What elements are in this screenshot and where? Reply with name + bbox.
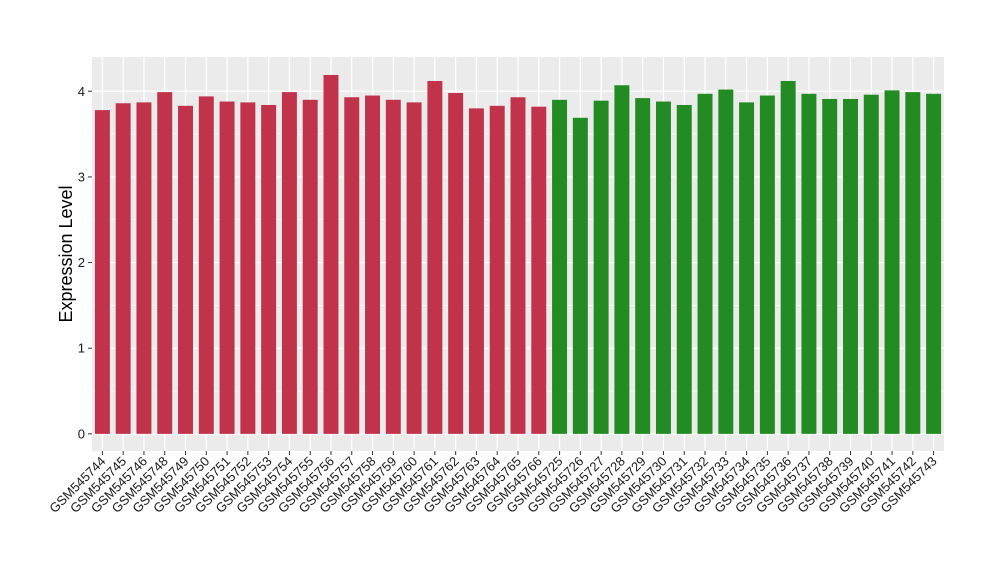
bar-GSM545749 xyxy=(178,105,193,434)
bar-GSM545730 xyxy=(655,101,671,434)
bar-GSM545751 xyxy=(219,101,235,434)
bar-GSM545729 xyxy=(635,98,651,434)
bar-GSM545764 xyxy=(489,105,505,434)
bar-GSM545728 xyxy=(614,85,630,434)
y-tick-label: 2 xyxy=(78,255,85,270)
bar-GSM545752 xyxy=(240,102,256,434)
bar-GSM545725 xyxy=(552,99,568,434)
bar-GSM545733 xyxy=(718,89,734,434)
bar-GSM545760 xyxy=(406,102,422,434)
bar-GSM545740 xyxy=(863,94,879,434)
y-tick-label: 1 xyxy=(78,341,85,356)
bar-GSM545754 xyxy=(281,92,297,434)
bar-GSM545739 xyxy=(843,98,858,434)
bar-GSM545738 xyxy=(822,98,838,434)
bar-GSM545745 xyxy=(115,103,131,434)
bar-GSM545750 xyxy=(198,96,214,434)
bar-GSM545742 xyxy=(905,92,921,434)
bar-GSM545743 xyxy=(926,93,942,434)
y-tick-label: 4 xyxy=(78,84,85,99)
bar-GSM545757 xyxy=(344,97,360,434)
bar-GSM545756 xyxy=(323,74,339,434)
bar-GSM545736 xyxy=(780,80,796,434)
bar-GSM545758 xyxy=(365,95,381,434)
x-axis: GSM545744GSM545745GSM545746GSM545748GSM5… xyxy=(46,451,940,516)
bar-GSM545746 xyxy=(136,102,152,434)
bar-GSM545766 xyxy=(531,106,547,434)
y-tick-label: 3 xyxy=(78,169,85,184)
bar-GSM545762 xyxy=(448,92,464,434)
bar-GSM545737 xyxy=(801,93,817,434)
y-axis: 0 1 2 3 4 xyxy=(78,84,92,441)
bar-GSM545748 xyxy=(157,92,173,434)
bar-GSM545735 xyxy=(759,95,775,434)
bar-GSM545732 xyxy=(697,93,713,434)
bar-GSM545755 xyxy=(302,99,318,434)
bar-GSM545744 xyxy=(94,110,110,434)
bar-GSM545759 xyxy=(385,99,401,434)
bar-GSM545734 xyxy=(739,102,755,434)
bar-GSM545727 xyxy=(593,100,609,434)
bar-GSM545741 xyxy=(884,90,900,434)
bars xyxy=(94,74,942,434)
bar-GSM545753 xyxy=(261,104,277,434)
bar-GSM545765 xyxy=(510,97,526,434)
bar-GSM545761 xyxy=(427,80,443,434)
bar-GSM545726 xyxy=(572,117,588,434)
y-axis-title: Expression Level xyxy=(56,185,76,322)
bar-GSM545731 xyxy=(676,104,692,434)
bar-GSM545763 xyxy=(468,108,484,434)
y-tick-label: 0 xyxy=(78,426,85,441)
